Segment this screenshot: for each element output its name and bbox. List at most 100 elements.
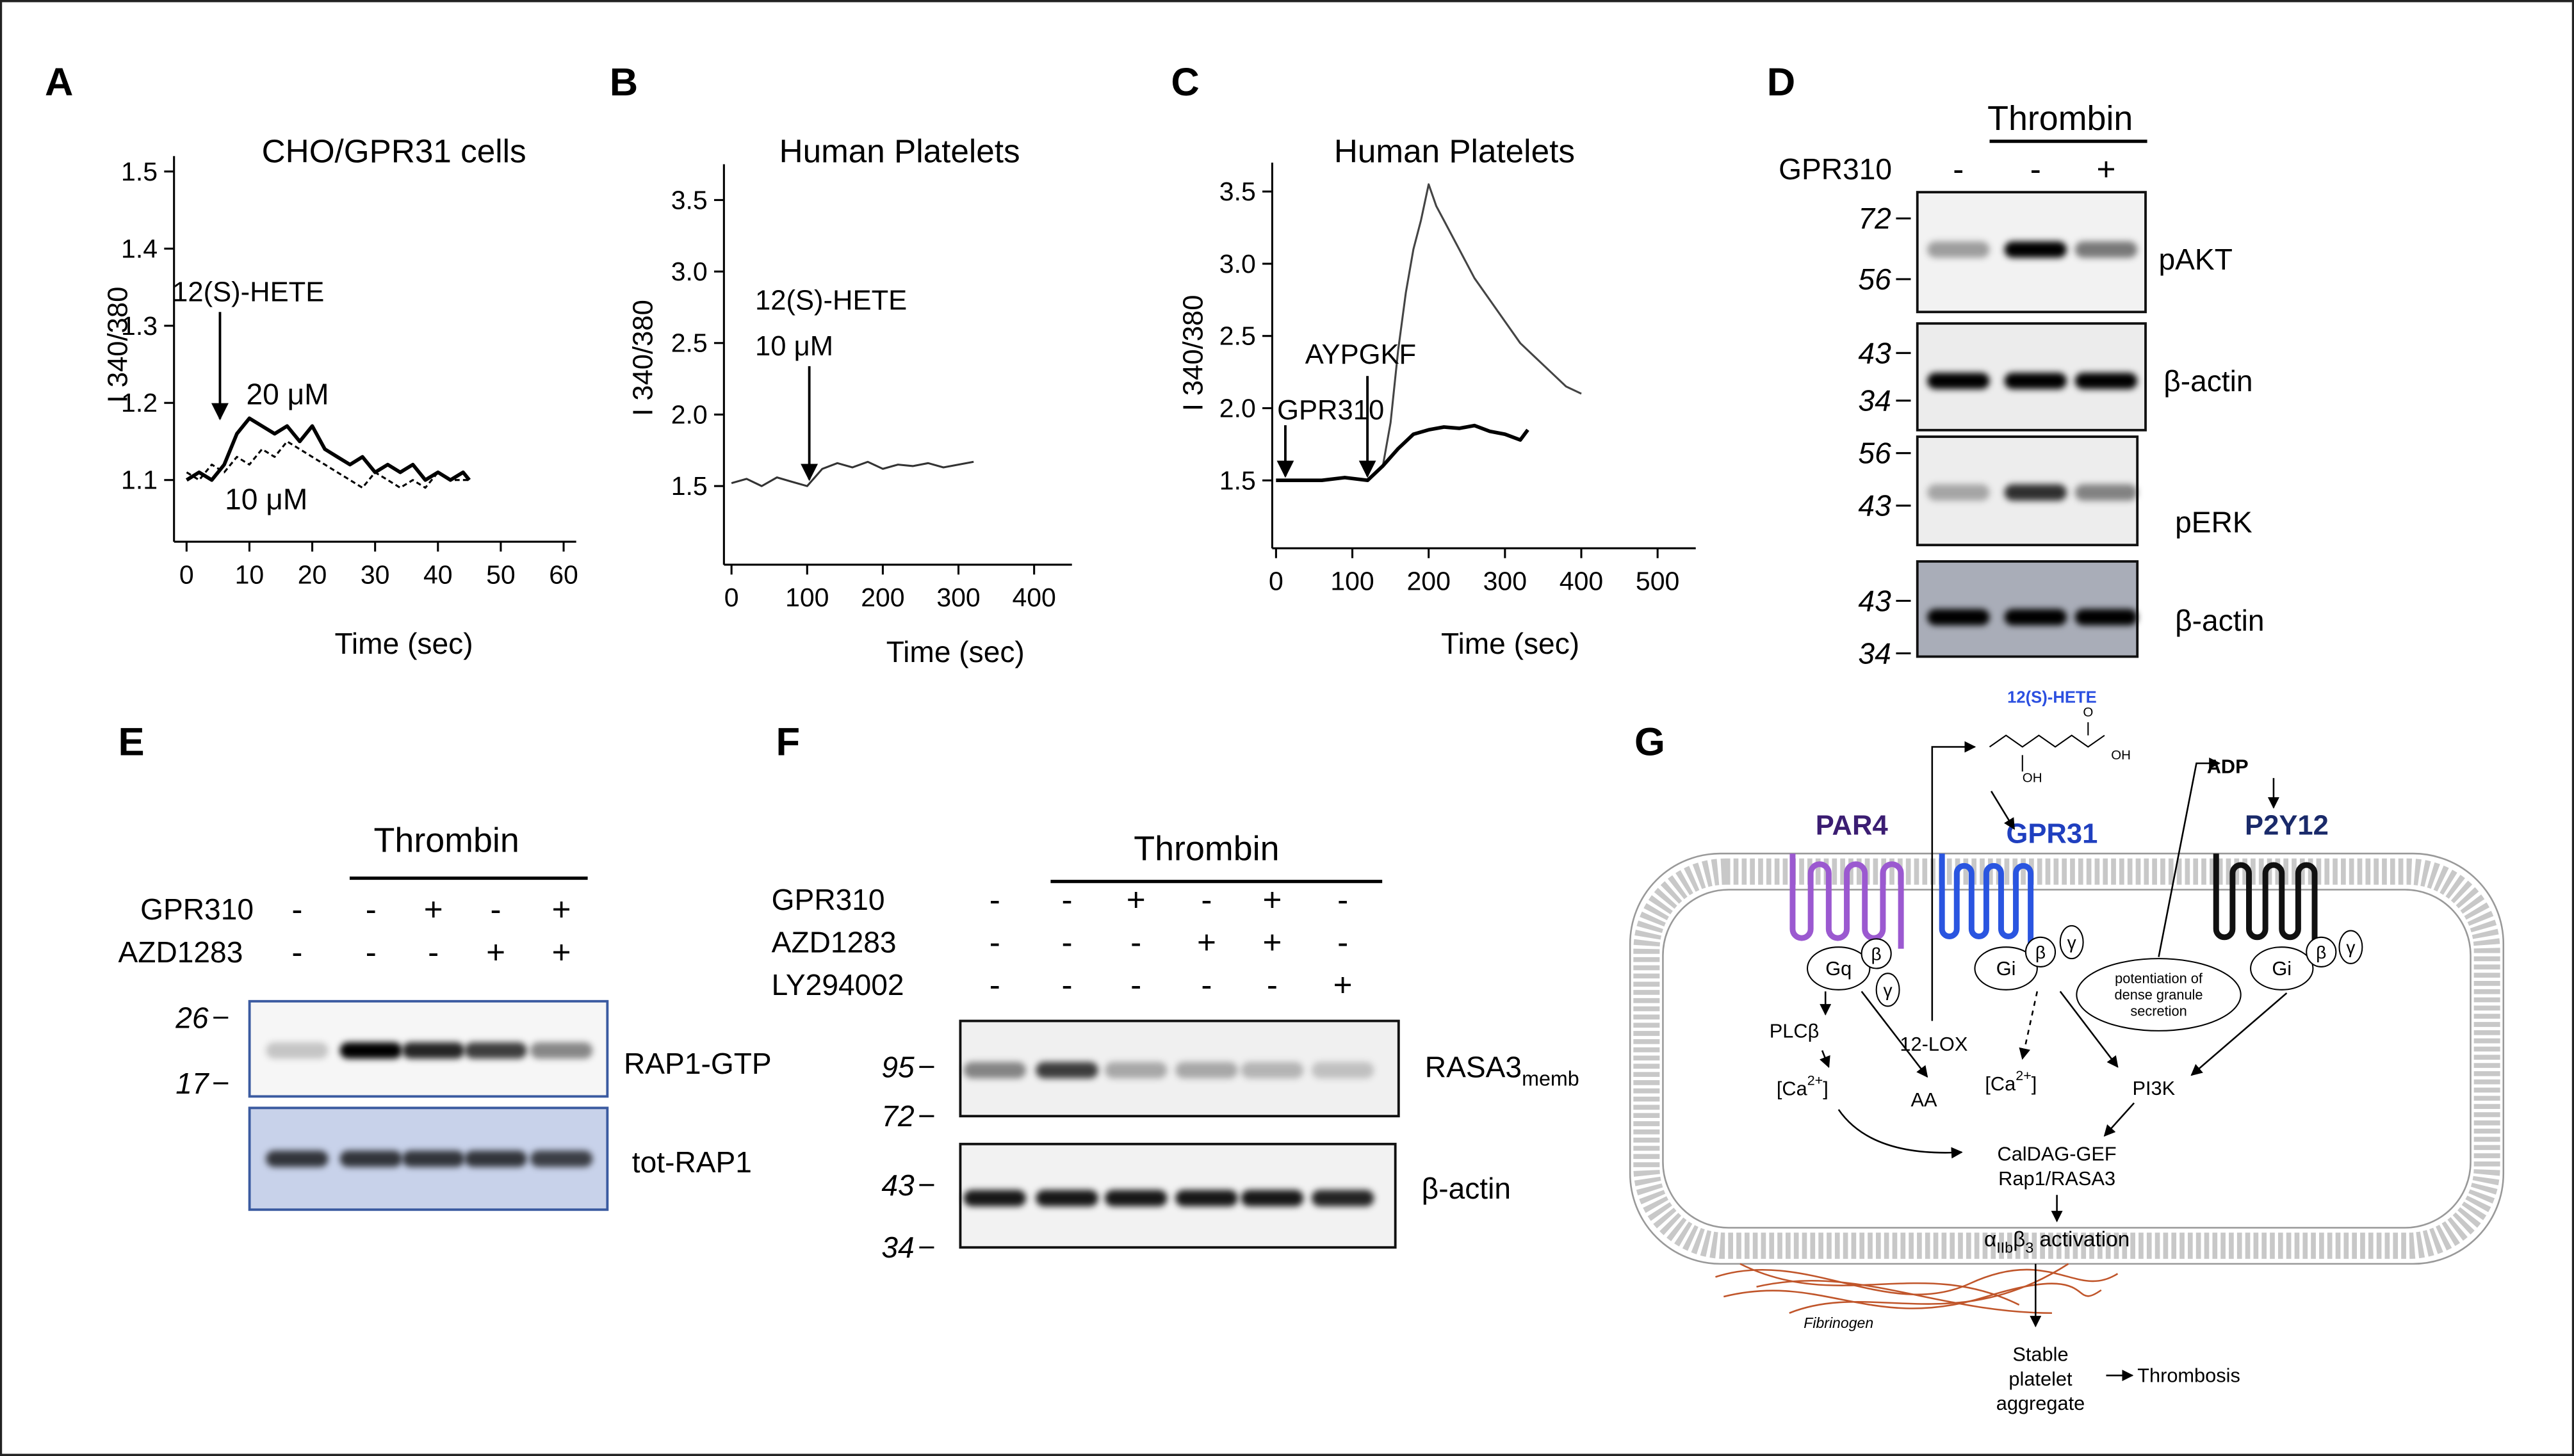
arrow: [2019, 991, 2039, 1060]
y-tick-label: 1.4: [121, 234, 158, 263]
band: [1311, 1190, 1374, 1207]
data-line: [185, 416, 471, 482]
band: [1241, 1190, 1304, 1207]
arrow: [2158, 757, 2221, 957]
aggregate-label: Stable: [2012, 1343, 2068, 1365]
mw-marker: 72: [1858, 202, 1891, 235]
band: [2074, 484, 2138, 501]
mw-marker: 95: [881, 1050, 915, 1083]
blot-label: pERK: [2175, 505, 2252, 538]
potentiation-label: secretion: [2130, 1003, 2187, 1019]
band: [1311, 1062, 1374, 1079]
receptor: [2213, 853, 2318, 949]
band: [402, 1151, 465, 1167]
potentiation-box: [2076, 958, 2242, 1031]
blot-label: tot-RAP1: [632, 1145, 752, 1179]
panel-label: A: [45, 60, 73, 104]
calcium-label: [Ca2+]: [1777, 1073, 1829, 1100]
atom-label: OH: [2023, 771, 2042, 786]
agonist-label: ADP: [2207, 756, 2249, 778]
mw-marker: 17: [175, 1067, 210, 1100]
chart-title: CHO/GPR31 cells: [262, 133, 526, 170]
condition-sign: -: [491, 891, 501, 928]
x-tick-label: 40: [423, 560, 453, 589]
series-label: 20 μM: [246, 377, 329, 410]
enzyme-label: PLCβ: [1770, 1019, 1820, 1042]
metabolite-label: AA: [1910, 1088, 1937, 1111]
x-tick-label: 10: [235, 560, 265, 589]
condition-sign: -: [1062, 924, 1073, 960]
x-axis-label: Time (sec): [1441, 627, 1579, 660]
band: [464, 1042, 527, 1059]
y-tick-label: 2.5: [1219, 321, 1256, 351]
condition-label: AZD1283: [118, 935, 243, 969]
condition-sign: -: [990, 924, 1000, 960]
condition-sign: -: [1953, 151, 1964, 188]
effector-label: Rap1/RASA3: [1998, 1167, 2115, 1190]
mw-marker: 34: [1858, 636, 1891, 670]
blot-label: RASA3memb: [1425, 1050, 1579, 1090]
condition-sign: -: [366, 934, 377, 970]
band: [1036, 1062, 1098, 1079]
mw-marker: 43: [1858, 336, 1891, 369]
text-part: [Ca: [1985, 1072, 2016, 1094]
mw-marker: 43: [1858, 489, 1891, 522]
g-beta-label: β: [1871, 943, 1882, 964]
band: [339, 1042, 402, 1059]
arrow: [2059, 991, 2119, 1068]
y-tick-label: 1.1: [121, 465, 158, 495]
x-tick-label: 100: [785, 583, 829, 612]
membrane-inner: [1662, 889, 2472, 1229]
band: [1175, 1062, 1238, 1079]
y-tick-label: 2.0: [1219, 394, 1256, 423]
potentiation-label: potentiation of: [2115, 970, 2203, 986]
panel-label: G: [1634, 720, 1665, 764]
condition-sign: +: [552, 934, 571, 970]
text-part: activation: [2033, 1227, 2130, 1251]
y-tick-label: 2.0: [671, 400, 708, 429]
band: [2074, 373, 2138, 389]
text-part: RASA3: [1425, 1050, 1522, 1083]
receptor-label: P2Y12: [2245, 811, 2329, 841]
fibrinogen-strand: [1789, 1263, 2069, 1314]
g-beta: [1861, 938, 1892, 969]
y-tick-label: 1.3: [121, 311, 158, 341]
condition-sign: -: [1062, 881, 1073, 918]
membrane-outer: [1629, 852, 2505, 1265]
y-tick-label: 2.5: [671, 328, 708, 358]
blot-header: Thrombin: [374, 821, 519, 860]
data-line: [1381, 183, 1582, 466]
annotation: 10 μM: [755, 331, 833, 362]
y-tick-label: 1.2: [121, 388, 158, 417]
blot-header: Thrombin: [1134, 829, 1279, 868]
data-line: [1276, 423, 1529, 483]
band: [530, 1151, 593, 1167]
condition-label: AZD1283: [772, 925, 897, 959]
condition-sign: -: [1337, 924, 1348, 960]
x-tick-label: 300: [1483, 567, 1527, 596]
condition-label: LY294002: [772, 968, 904, 1001]
mw-marker: 26: [175, 1001, 209, 1034]
condition-sign: +: [1333, 967, 1353, 1003]
x-tick-label: 400: [1560, 567, 1603, 596]
fibrinogen-label: Fibrinogen: [1804, 1314, 1873, 1331]
script-text: memb: [1522, 1067, 1579, 1090]
g-gamma-label: γ: [1884, 980, 1893, 1000]
x-tick-label: 500: [1636, 567, 1679, 596]
annotation: 12(S)-HETE: [755, 285, 907, 316]
y-axis-label: I 340/380: [103, 287, 134, 403]
g-beta-label: β: [2035, 942, 2046, 962]
condition-sign: -: [1062, 967, 1073, 1003]
condition-sign: +: [2097, 151, 2116, 188]
x-tick-label: 20: [298, 560, 327, 589]
y-tick-label: 1.5: [671, 471, 708, 501]
condition-sign: -: [366, 891, 377, 928]
atom-label: O: [2083, 705, 2093, 720]
chart-title: Human Platelets: [1334, 133, 1575, 170]
ligand-label: 12(S)-HETE: [2007, 689, 2097, 707]
x-tick-label: 100: [1330, 567, 1374, 596]
chemical-structure: [1989, 734, 2105, 748]
band: [402, 1042, 465, 1059]
